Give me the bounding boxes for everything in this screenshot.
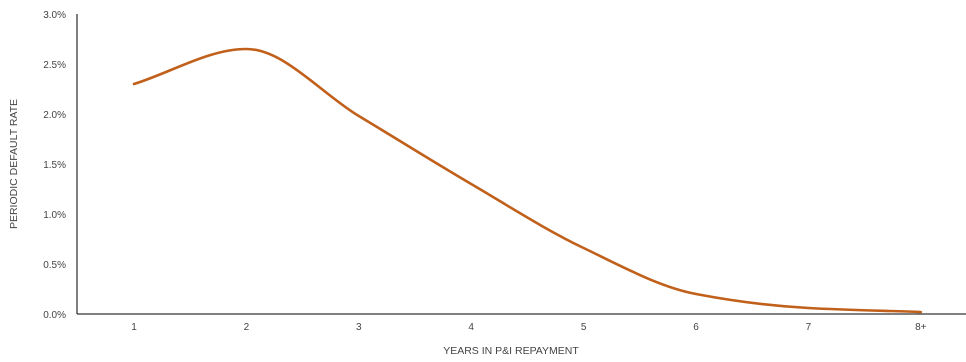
x-axis-title: YEARS IN P&I REPAYMENT [443,345,579,357]
y-tick-labels: 0.0% 0.5% 1.0% 1.5% 2.0% 2.5% 3.0% [43,10,66,321]
y-tick-label: 0.5% [43,260,66,271]
y-tick-label: 1.5% [43,160,66,171]
x-tick-label: 3 [356,322,362,333]
x-tick-label: 2 [244,322,250,333]
y-tick-label: 1.0% [43,210,66,221]
y-tick-label: 3.0% [43,10,66,21]
axes [76,14,966,315]
x-tick-labels: 1 2 3 4 5 6 7 8+ [131,322,926,333]
x-tick-label: 7 [806,322,812,333]
y-tick-label: 2.0% [43,110,66,121]
y-tick-label: 0.0% [43,310,66,321]
series-line-default-rate [132,47,923,314]
x-tick-label: 8+ [915,322,927,333]
y-tick-label: 2.5% [43,60,66,71]
y-axis-title: PERIODIC DEFAULT RATE [8,99,20,229]
x-tick-label: 1 [131,322,137,333]
x-tick-label: 6 [693,322,699,333]
x-tick-label: 5 [581,322,587,333]
x-tick-label: 4 [468,322,474,333]
